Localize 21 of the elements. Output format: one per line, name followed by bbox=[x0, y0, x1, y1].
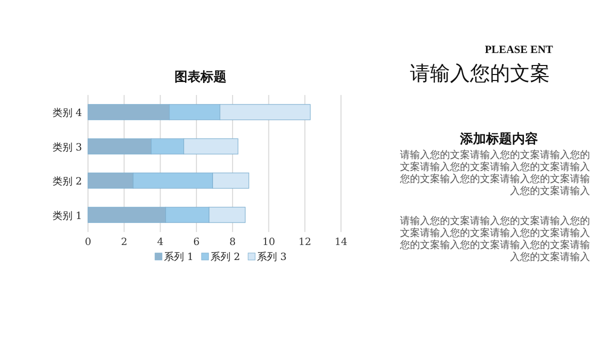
text: 请输入您的文案 bbox=[410, 60, 550, 87]
x-tick-label: 10 bbox=[262, 237, 276, 248]
legend-label: 系列 1 bbox=[164, 251, 194, 263]
x-tick-label: 4 bbox=[157, 237, 164, 248]
x-tick-label: 12 bbox=[298, 237, 312, 248]
x-tick-label: 8 bbox=[229, 237, 236, 248]
text: 添加标题内容 bbox=[460, 130, 538, 148]
x-tick-label: 2 bbox=[120, 237, 128, 248]
x-tick-label: 6 bbox=[193, 237, 200, 248]
y-tick-label: 类别 1 bbox=[52, 210, 82, 222]
text: 请输入您的文案请输入您的文案请输入您的文案请输入您的文案请输入您的文案请输入您的文案输入您的文案请输入您的文案请输入您的文案请输入 bbox=[400, 216, 590, 264]
x-tick-label: 0 bbox=[84, 237, 92, 248]
y-tick-label: 类别 4 bbox=[52, 107, 82, 120]
y-tick-label: 类别 3 bbox=[52, 141, 82, 154]
x-tick-label: 14 bbox=[334, 237, 348, 248]
text: 请输入您的文案请输入您的文案请输入您的文案请输入您的文案请输入您的文案请输入您的文案输入您的文案请输入您的文案请输入您的文案请输入 bbox=[400, 150, 590, 198]
legend-label: 系列 2 bbox=[210, 251, 240, 263]
chart-title: 图表标题 bbox=[174, 70, 226, 85]
text: PLEASE ENT bbox=[484, 44, 553, 56]
y-tick-label: 类别 2 bbox=[52, 176, 82, 188]
legend-label: 系列 3 bbox=[257, 251, 287, 263]
